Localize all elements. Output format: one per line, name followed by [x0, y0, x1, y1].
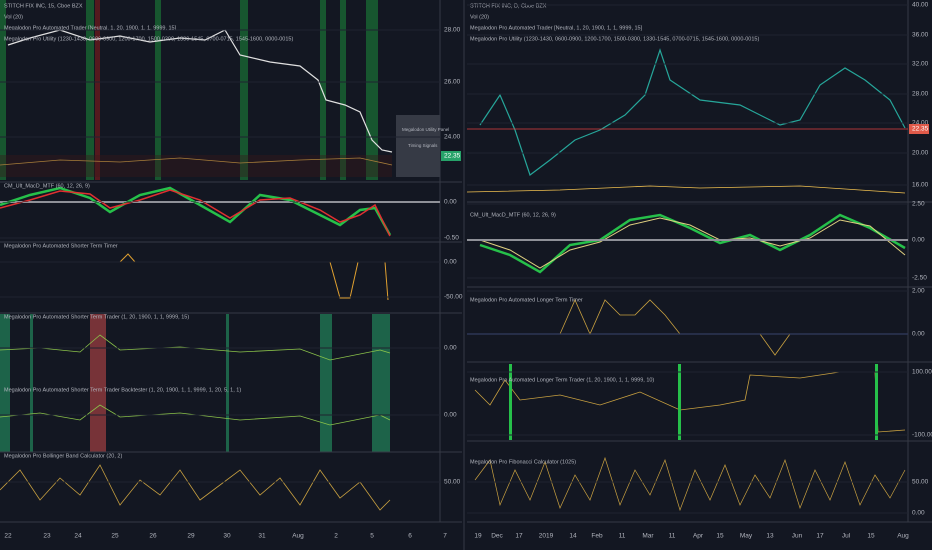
pane-title: CM_Ult_MacD_MTF (60, 12, 26, 9): [470, 212, 556, 218]
price-tick-label: 24.00: [912, 120, 929, 127]
pane-tick-label: 0.00: [444, 345, 457, 352]
pane-title: Megalodon Pro Automated Shorter Term Tra…: [4, 314, 189, 320]
pane-tick-label: 0.00: [444, 259, 457, 266]
indicator-label: Megalodon Pro Automated Trader [Neutral,…: [470, 25, 643, 31]
panel-signals: Timing Signals: [408, 143, 438, 148]
last-price-box: [441, 151, 461, 161]
signal-line: [479, 217, 906, 269]
price-line: [7, 29, 393, 153]
time-tick-label: 15: [867, 533, 875, 540]
pane-tick-label: -50.00: [444, 294, 463, 301]
indicator-label: Megalodon Pro Utility (1230-1430, 0600-0…: [470, 36, 759, 42]
pane-tick-label: 0.00: [444, 199, 457, 206]
indicator-label: Megalodon Pro Utility (1230-1430, 0600-0…: [4, 36, 293, 42]
pane-title: Megalodon Pro Automated Shorter Term Tra…: [4, 387, 241, 393]
time-tick-label: 15: [716, 533, 724, 540]
trade-bars: [509, 364, 878, 440]
last-price: 22.35: [444, 153, 461, 160]
time-tick-label: 13: [766, 533, 774, 540]
time-tick-label: Jun: [792, 533, 803, 540]
pane-tick-label: 2.00: [912, 288, 925, 295]
time-tick-label: 29: [187, 533, 195, 540]
time-tick-label: May: [740, 533, 753, 540]
time-tick-label: 2019: [539, 533, 554, 540]
pane-title: Megalodon Pro Bollinger Band Calculator …: [4, 453, 122, 459]
last-price: 22.35: [912, 126, 929, 133]
time-tick-label: 5: [370, 533, 374, 540]
time-tick-label: 11: [669, 533, 676, 540]
volume-line: [466, 185, 906, 194]
price-tick-label: 40.00: [912, 2, 929, 9]
time-tick-label: 11: [619, 533, 626, 540]
fib-line: [474, 456, 906, 512]
time-tick-label: 26: [149, 533, 157, 540]
last-price-box: [909, 124, 929, 134]
volume-line: [0, 157, 393, 166]
bollinger-line: [0, 464, 391, 511]
pane-title: Megalodon Pro Automated Longer Term Trad…: [470, 377, 654, 383]
pane-tick-label: 100.00: [912, 369, 932, 376]
time-tick-label: 30: [223, 533, 231, 540]
time-tick-label: 31: [258, 533, 266, 540]
time-tick-label: 6: [408, 533, 412, 540]
price-tick-label: 28.00: [912, 91, 929, 98]
time-tick-label: 23: [43, 533, 51, 540]
time-tick-label: 22: [4, 533, 12, 540]
time-tick-label: Aug: [292, 533, 304, 540]
price-tick-label: 16.00: [912, 182, 929, 189]
time-tick-label: Jul: [842, 533, 851, 540]
price-tick-label: 28.00: [444, 27, 461, 34]
price-tick-label: 24.00: [444, 134, 461, 141]
panel-title: Megalodon Utility Panel: [402, 127, 449, 132]
pane-tick-label: 0.00: [912, 331, 925, 338]
backtest-line: [0, 404, 391, 426]
utility-panel: [396, 115, 440, 177]
time-tick-label: 17: [816, 533, 824, 540]
trader-line: [0, 334, 391, 361]
macd-line: [479, 213, 906, 274]
pane-tick-label: 0.00: [912, 237, 925, 244]
time-tick-label: 24: [74, 533, 82, 540]
price-line: [479, 48, 906, 176]
pane-title: Megalodon Pro Automated Shorter Term Tim…: [4, 243, 118, 249]
price-tick-label: 32.00: [912, 61, 929, 68]
pane-tick-label: 50.00: [444, 479, 461, 486]
pane-tick-label: 50.00: [912, 479, 929, 486]
pane-title: Megalodon Pro Automated Longer Term Time…: [470, 297, 583, 303]
pane-tick-label: 0.00: [912, 510, 925, 517]
pane-tick-label: -0.50: [444, 235, 459, 242]
pane-tick-label: 0.00: [444, 412, 457, 419]
time-tick-label: 17: [515, 533, 523, 540]
time-tick-label: 19: [474, 533, 482, 540]
time-tick-label: Mar: [642, 533, 654, 540]
indicator-label: STITCH FIX INC, 15, Cboe BZX: [4, 3, 83, 9]
pane-title: CM_Ult_MacD_MTF (60, 12, 26, 9): [4, 183, 90, 189]
pane-tick-label: -2.50: [912, 275, 927, 282]
pane-tick-label: -100.00: [912, 432, 932, 439]
time-tick-label: 25: [111, 533, 119, 540]
time-tick-label: Apr: [693, 533, 704, 540]
price-tick-label: 26.00: [444, 79, 461, 86]
price-tick-label: 36.00: [912, 32, 929, 39]
volume-bars: [0, 155, 392, 177]
price-tick-label: 20.00: [912, 150, 929, 157]
signal-line: [0, 189, 391, 237]
time-tick-label: Feb: [591, 533, 603, 540]
indicator-label: Vol (20): [4, 14, 23, 20]
indicator-label: Megalodon Pro Automated Trader [Neutral,…: [4, 25, 177, 31]
indicator-label: STITCH FIX INC, D, Cboe BZX: [470, 3, 547, 9]
indicator-label: Vol (20): [470, 14, 489, 20]
time-tick-label: 2: [334, 533, 338, 540]
pane-tick-label: 2.50: [912, 201, 925, 208]
time-tick-label: 7: [443, 533, 447, 540]
time-tick-label: 14: [569, 533, 577, 540]
time-tick-label: Dec: [491, 533, 503, 540]
time-tick-label: Aug: [897, 533, 909, 540]
pane-title: Megalodon Pro Fibonacci Calculator (1025…: [470, 459, 576, 465]
